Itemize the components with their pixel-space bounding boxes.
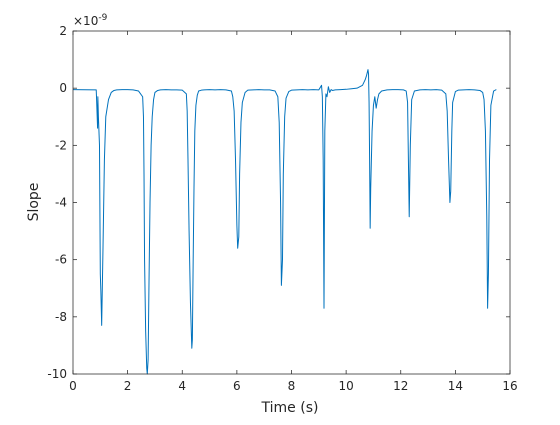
y-axis-label: Slope [26, 183, 42, 222]
x-tick-label: 10 [338, 379, 353, 393]
x-tick-label: 14 [448, 379, 463, 393]
y-exponent-label: ×10-9 [73, 13, 108, 28]
x-axis-label: Time (s) [261, 400, 319, 416]
y-tick-label: -2 [55, 138, 67, 152]
plot-background [73, 31, 510, 374]
tick-layer: 0 2 4 6 8 10 12 14 16 -10 -8 -6 -4 -2 0 2 [47, 24, 517, 393]
x-tick-label: 4 [178, 379, 186, 393]
y-exponent-base: ×10 [73, 14, 98, 28]
x-tick-label: 8 [288, 379, 296, 393]
x-tick-label: 0 [69, 379, 77, 393]
y-tick-label: 0 [59, 81, 67, 95]
y-tick-label: -8 [55, 310, 67, 324]
y-tick-label: -6 [55, 253, 67, 267]
y-tick-label: 2 [59, 24, 67, 38]
y-tick-label: -4 [55, 196, 67, 210]
x-tick-label: 12 [393, 379, 408, 393]
x-tick-label: 6 [233, 379, 241, 393]
x-tick-label: 2 [124, 379, 132, 393]
y-exponent-power: -9 [98, 13, 107, 23]
x-tick-label: 16 [502, 379, 517, 393]
y-tick-label: -10 [47, 367, 67, 381]
